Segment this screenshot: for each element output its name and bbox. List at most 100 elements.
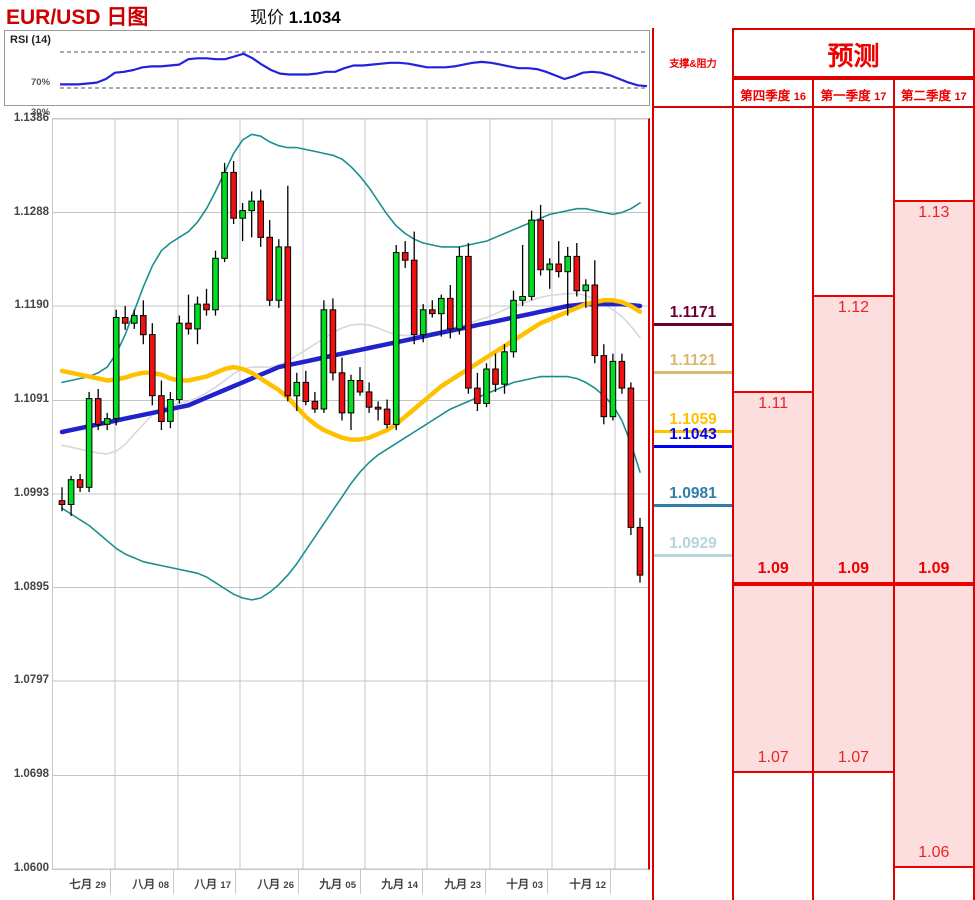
date-axis-separator (298, 870, 299, 894)
support-resistance-panel: 支撑&阻力 1.1171 1.1121 1.1059 1.1043 1.0981 1.09… (652, 28, 734, 900)
date-tick-day: 03 (532, 880, 543, 891)
candlestick-svg (53, 119, 648, 869)
support-resistance-line (654, 554, 732, 558)
date-tick-day: 05 (345, 880, 356, 891)
price-tick: 1.1288 (13, 205, 49, 218)
date-axis-separator (422, 870, 423, 894)
price-axis: 1.1386 1.1288 1.1190 1.1091 1.0993 1.0895 1.07… (4, 112, 52, 874)
date-tick-day: 23 (470, 880, 481, 891)
forecast-quarter-label: 第二季度 17 (900, 89, 967, 103)
rsi-line-plot (60, 51, 648, 89)
price-tick: 1.0600 (13, 862, 49, 874)
page-title: EUR/USD 日图 (6, 6, 149, 29)
date-tick-day: 12 (595, 880, 606, 891)
page-header: EUR/USD 日图 现价 1.1034 (0, 0, 975, 29)
date-axis-separator (235, 870, 236, 894)
date-tick-day: 26 (283, 880, 294, 891)
forecast-mid-line (894, 581, 973, 586)
forecast-mid-value: 1.09 (837, 559, 870, 577)
date-tick-month: 九月 (319, 879, 343, 891)
forecast-quarter-header: 第四季度 16 (734, 78, 815, 108)
date-tick: 九月 23 (444, 876, 481, 892)
date-axis-separator (610, 870, 611, 894)
price-tick: 1.0993 (13, 487, 49, 499)
rsi-label: RSI (14) (10, 34, 51, 46)
support-resistance-line (654, 504, 732, 508)
candlestick-plot-area (52, 118, 650, 870)
date-tick: 八月 17 (194, 876, 231, 892)
date-tick-month: 九月 (444, 879, 468, 891)
forecast-quarter-label: 第一季度 17 (820, 89, 887, 103)
support-resistance-value: 1.1043 (669, 426, 717, 444)
forecast-column: 1.11 1.07 1.09 (734, 108, 815, 900)
forecast-mid-line (734, 581, 813, 586)
forecast-bars: 1.11 1.07 1.09 1.12 1.07 1.09 1.13 1.06 1.09 (734, 108, 975, 900)
date-tick: 九月 05 (319, 876, 356, 892)
date-tick-month: 九月 (381, 879, 405, 891)
date-tick-day: 29 (95, 880, 106, 891)
current-price-label: 现价 (250, 8, 284, 27)
forecast-quarter-year: 17 (874, 91, 887, 103)
date-tick: 十月 03 (506, 876, 543, 892)
current-price-value: 1.1034 (288, 8, 341, 27)
forecast-high-value: 1.11 (758, 394, 789, 412)
forecast-quarter-header-row: 第四季度 16 第一季度 17 第二季度 17 (734, 78, 975, 108)
forecast-quarter-year: 17 (954, 91, 967, 103)
price-tick: 1.1091 (13, 393, 49, 406)
forecast-range-bar (814, 295, 893, 773)
forecast-title: 预测 (827, 42, 880, 71)
date-axis-separator (110, 870, 111, 894)
date-axis: 七月 29 八月 08 八月 17 八月 26 九月 05 九月 14 九月 23 十月 03… (52, 870, 650, 898)
support-resistance-line (654, 323, 732, 327)
price-tick: 1.1386 (13, 112, 49, 124)
forecast-high-value: 1.12 (837, 299, 870, 317)
date-tick-month: 八月 (257, 879, 281, 891)
date-axis-separator (360, 870, 361, 894)
forecast-panel: 预测 第四季度 16 第一季度 17 第二季度 17 1.11 1.07 1.09 1.1… (734, 28, 975, 900)
support-resistance-line (654, 445, 732, 449)
support-resistance-line (654, 430, 732, 434)
support-resistance-line (654, 370, 732, 374)
date-tick: 九月 14 (381, 876, 418, 892)
current-price: 现价 1.1034 (250, 3, 341, 28)
forecast-quarter-header: 第一季度 17 (814, 78, 895, 108)
forecast-mid-value: 1.09 (918, 559, 950, 577)
date-axis-separator (485, 870, 486, 894)
forecast-low-value: 1.06 (918, 844, 950, 861)
date-tick-day: 14 (407, 880, 418, 891)
forecast-quarter-label: 第四季度 16 (740, 89, 807, 103)
support-resistance-value: 1.1059 (669, 411, 717, 429)
forecast-low-value: 1.07 (757, 748, 789, 766)
forecast-low-value: 1.07 (837, 748, 870, 766)
date-axis-separator (547, 870, 548, 894)
date-tick: 八月 26 (257, 876, 294, 892)
rsi-panel: RSI (14) 70% 30% (4, 30, 650, 118)
forecast-title-cell: 预测 (734, 28, 975, 78)
date-tick: 十月 12 (569, 876, 606, 892)
support-resistance-title: 支撑&阻力 (669, 59, 717, 70)
price-tick: 1.0895 (13, 580, 49, 593)
date-tick-month: 七月 (69, 879, 93, 891)
date-axis-separator (173, 870, 174, 894)
forecast-column: 1.12 1.07 1.09 (814, 108, 895, 900)
forecast-quarter-header: 第二季度 17 (894, 78, 975, 108)
support-resistance-value: 1.1171 (669, 304, 717, 322)
price-chart: 1.1386 1.1288 1.1190 1.1091 1.0993 1.0895 1.07… (4, 112, 650, 874)
support-resistance-value: 1.0929 (669, 535, 717, 553)
forecast-range-bar (734, 390, 813, 773)
forecast-high-value: 1.13 (918, 204, 950, 222)
support-resistance-value: 1.1121 (669, 351, 717, 369)
forecast-mid-line (814, 581, 893, 586)
forecast-mid-value: 1.09 (757, 559, 789, 577)
price-tick: 1.0698 (13, 768, 49, 781)
date-tick-month: 十月 (506, 879, 530, 891)
rsi-upper-label: 70% (31, 77, 51, 88)
forecast-range-bar (894, 200, 973, 868)
rsi-lower-label: 30% (31, 107, 51, 118)
date-tick-month: 八月 (194, 879, 218, 891)
date-tick-month: 八月 (132, 879, 156, 891)
price-tick: 1.0797 (13, 674, 49, 687)
date-tick: 八月 08 (132, 876, 169, 892)
date-tick-day: 17 (220, 880, 231, 891)
